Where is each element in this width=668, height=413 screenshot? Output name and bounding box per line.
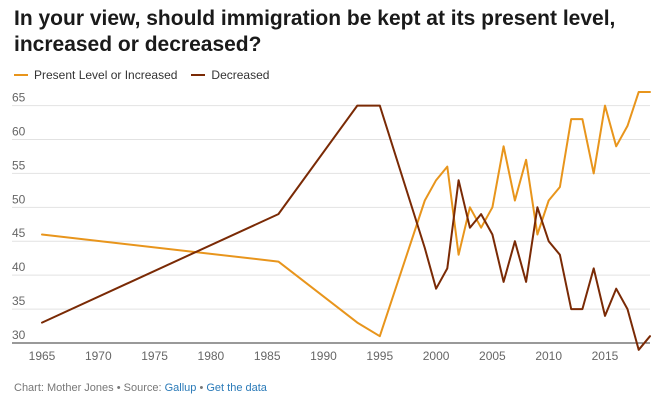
x-tick-label-2015: 2015 (592, 349, 619, 363)
footer-credit: Chart: Mother Jones • Source: (14, 382, 165, 394)
y-axis-ticks: 30 35 40 45 50 55 60 65 (12, 91, 26, 342)
x-tick-label-1985: 1985 (254, 349, 281, 363)
series-lines (41, 91, 651, 351)
y-tick-label-30: 30 (12, 328, 26, 342)
x-tick-label-1990: 1990 (310, 349, 337, 363)
series-line-decreased (41, 104, 651, 351)
gridlines (12, 105, 650, 344)
chart-title-line-2: increased or decreased? (14, 33, 262, 56)
y-tick-label-65: 65 (12, 91, 26, 105)
legend-label-present-or-increased: Present Level or Increased (34, 68, 178, 82)
series-line-present-or-increased (41, 91, 651, 338)
x-tick-label-1970: 1970 (85, 349, 112, 363)
x-tick-label-1980: 1980 (198, 349, 225, 363)
source-link[interactable]: Gallup (164, 382, 197, 394)
y-tick-label-55: 55 (12, 158, 26, 172)
footer-separator: • (196, 382, 207, 394)
y-tick-label-45: 45 (12, 226, 26, 240)
chart-title-line-1: In your view, should immigration be kept… (14, 7, 616, 30)
y-tick-label-40: 40 (12, 260, 26, 274)
chart-footer: Chart: Mother Jones • Source: Gallup • G… (14, 382, 267, 394)
get-the-data-link[interactable]: Get the data (206, 382, 267, 394)
x-tick-label-1995: 1995 (366, 349, 393, 363)
legend-label-decreased: Decreased (211, 68, 270, 82)
x-tick-label-2005: 2005 (479, 349, 506, 363)
legend-swatch-decreased (191, 74, 206, 76)
y-tick-label-60: 60 (12, 124, 26, 138)
y-tick-label-35: 35 (12, 294, 26, 308)
chart-title: In your view, should immigration be kept… (14, 6, 654, 58)
x-tick-label-2010: 2010 (535, 349, 562, 363)
legend-item-decreased: Decreased (191, 68, 269, 82)
x-axis-ticks: 1965 1970 1975 1980 1985 1990 1995 2000 2005 2010… (29, 349, 619, 363)
chart-legend: Present Level or Increased Decreased (14, 68, 283, 82)
x-tick-label-1965: 1965 (29, 349, 56, 363)
legend-swatch-present-or-increased (14, 74, 28, 76)
x-tick-label-1975: 1975 (141, 349, 168, 363)
y-tick-label-50: 50 (12, 192, 26, 206)
x-tick-label-2000: 2000 (423, 349, 450, 363)
legend-item-present-or-increased: Present Level or Increased (14, 68, 177, 82)
